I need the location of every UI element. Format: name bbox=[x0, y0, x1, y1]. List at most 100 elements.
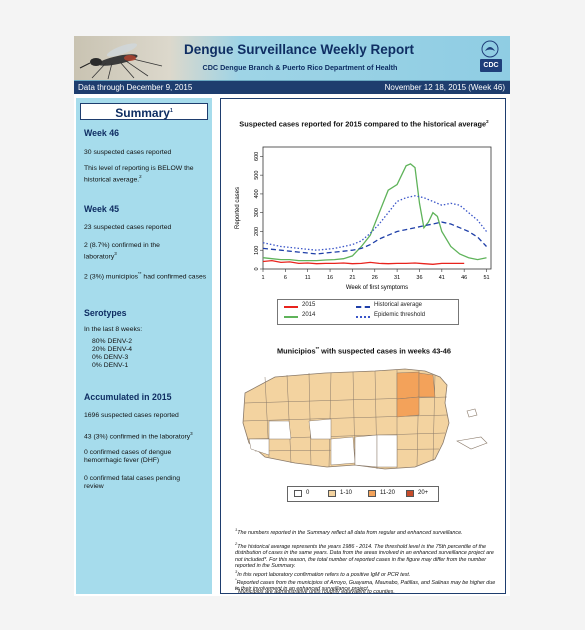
summary-title-text: Summary bbox=[115, 106, 170, 120]
week45-municipios-text-a: 2 (3%) municipios bbox=[84, 273, 139, 281]
footnote-5: **Municipios are administrative units ro… bbox=[235, 586, 497, 595]
footnote-1-text: The numbers reported in the Summary refl… bbox=[237, 529, 463, 536]
puerto-rico-municipios-map bbox=[242, 368, 488, 470]
legend-swatch-2015 bbox=[284, 306, 298, 308]
week45-cases: 23 suspected cases reported bbox=[84, 224, 172, 231]
footnote-5-text: Municipios are administrative units roug… bbox=[238, 588, 395, 595]
x-tick-label: 11 bbox=[305, 275, 311, 281]
week45-municipios-sup: ** bbox=[138, 271, 142, 276]
map-title: Municipios** with suspected cases in wee… bbox=[227, 346, 501, 355]
chart-legend: 2015 2014 Historical average Epidemic th… bbox=[277, 299, 459, 325]
date-bar: Data through December 9, 2015 November 1… bbox=[74, 81, 510, 94]
footnote-3-text: In this report laboratory confirmation r… bbox=[237, 571, 411, 578]
serotype-item: 80% DENV-2 bbox=[92, 338, 133, 345]
summary-title-sup: 1 bbox=[169, 108, 173, 114]
accumulated-confirmed-sup: 3 bbox=[190, 431, 193, 436]
report-subtitle: CDC Dengue Branch & Puerto Rico Departme… bbox=[202, 63, 398, 72]
series-line-1 bbox=[262, 259, 465, 265]
map-mid-municipios bbox=[396, 371, 436, 418]
x-tick-label: 16 bbox=[327, 275, 333, 281]
summary-title: Summary1 bbox=[80, 103, 208, 120]
map-legend-swatch-20plus bbox=[406, 490, 414, 497]
chart-title: Suspected cases reported for 2015 compar… bbox=[227, 117, 501, 128]
legend-label-2014: 2014 bbox=[302, 312, 316, 318]
footnote-1: 1The numbers reported in the Summary ref… bbox=[235, 527, 497, 536]
legend-label-threshold: Epidemic threshold bbox=[374, 312, 426, 318]
hhs-eagle-icon bbox=[481, 40, 499, 58]
y-tick-label: 200 bbox=[254, 227, 260, 236]
footnote-3-sup: 3 bbox=[235, 569, 238, 574]
x-tick-label: 31 bbox=[394, 275, 400, 281]
map-legend-label-20plus: 20+ bbox=[418, 490, 429, 496]
x-tick-label: 21 bbox=[349, 275, 355, 281]
x-tick-label: 1 bbox=[261, 275, 264, 281]
data-through-date: Data through December 9, 2015 bbox=[78, 83, 193, 92]
accumulated-confirmed: 43 (3%) confirmed in the laboratory3 bbox=[84, 430, 208, 441]
map-title-rest: with suspected cases in weeks 43-46 bbox=[319, 346, 451, 356]
map-title-sup: ** bbox=[315, 346, 320, 351]
main-panel: Suspected cases reported for 2015 compar… bbox=[220, 98, 506, 595]
legend-swatch-historical bbox=[356, 306, 370, 308]
x-tick-label: 6 bbox=[284, 275, 287, 281]
legend-label-2015: 2015 bbox=[302, 302, 316, 308]
x-tick-label: 36 bbox=[416, 275, 422, 281]
serotypes-intro: In the last 8 weeks: bbox=[84, 326, 143, 333]
chart-title-sup: 2 bbox=[486, 119, 489, 124]
footnote-1-sup: 1 bbox=[235, 527, 238, 532]
report-week-range: November 12 18, 2015 (Week 46) bbox=[384, 83, 505, 92]
map-legend-swatch-11-20 bbox=[368, 490, 376, 497]
y-tick-label: 300 bbox=[254, 208, 260, 217]
week45-heading: Week 45 bbox=[84, 204, 120, 214]
week46-heading: Week 46 bbox=[84, 128, 120, 138]
y-tick-label: 0 bbox=[254, 267, 260, 270]
serotype-item: 0% DENV-1 bbox=[92, 362, 129, 369]
map-title-text: Municipios bbox=[277, 346, 316, 356]
x-tick-label: 46 bbox=[461, 275, 467, 281]
summary-sidebar: Summary1 Week 46 30 suspected cases repo… bbox=[76, 98, 212, 594]
week46-level-text: This level of reporting is BELOW the his… bbox=[84, 165, 194, 184]
map-zero-municipios bbox=[248, 418, 398, 468]
map-legend: 0 1-10 11-20 20+ bbox=[287, 486, 439, 502]
y-axis-label: Reported cases bbox=[235, 187, 241, 229]
y-tick-label: 500 bbox=[254, 171, 260, 180]
report-title: Dengue Surveillance Weekly Report bbox=[183, 42, 415, 57]
footnote-4-sup: * bbox=[235, 577, 237, 582]
accumulated-fatal: 0 confirmed fatal cases pending review bbox=[84, 475, 180, 491]
week45-confirmed-text: 2 (8.7%) confirmed in the laboratory bbox=[84, 242, 160, 261]
map-legend-label-0: 0 bbox=[306, 490, 310, 496]
week45-municipios-text-b: had confirmed cases bbox=[141, 273, 207, 281]
chart-title-text: Suspected cases reported for 2015 compar… bbox=[239, 119, 487, 129]
map-legend-label-11-20: 11-20 bbox=[380, 490, 395, 496]
week45-confirmed: 2 (8.7%) confirmed in the laboratory3 bbox=[84, 242, 194, 262]
footnote-5-sup: ** bbox=[235, 586, 239, 591]
report-banner: Dengue Surveillance Weekly Report CDC De… bbox=[74, 36, 510, 81]
footnote-4-text: Reported cases from the municipios of Ar… bbox=[235, 579, 496, 593]
map-vieques bbox=[456, 436, 488, 450]
x-tick-label: 26 bbox=[372, 275, 378, 281]
footnote-3: 3In this report laboratory confirmation … bbox=[235, 569, 497, 578]
serotypes-heading: Serotypes bbox=[84, 308, 127, 318]
mosquito-icon bbox=[79, 43, 163, 80]
week45-confirmed-sup: 3 bbox=[114, 251, 117, 257]
accumulated-dhf: 0 confirmed cases of dengue hemorrhagic … bbox=[84, 449, 172, 465]
week46-level: This level of reporting is BELOW the his… bbox=[84, 165, 208, 185]
map-culebra bbox=[466, 408, 478, 418]
map-legend-swatch-0 bbox=[294, 490, 302, 497]
map-legend-swatch-1-10 bbox=[328, 490, 336, 497]
serotype-item: 0% DENV-3 bbox=[92, 354, 129, 361]
footnote-2: 2The historical average represents the y… bbox=[235, 541, 497, 569]
accumulated-suspected: 1696 suspected cases reported bbox=[84, 412, 179, 419]
footnote-4: *Reported cases from the municipios of A… bbox=[235, 577, 497, 593]
report-page: Dengue Surveillance Weekly Report CDC De… bbox=[74, 36, 510, 596]
y-tick-label: 100 bbox=[254, 246, 260, 255]
serotype-item: 20% DENV-4 bbox=[92, 346, 133, 353]
legend-label-historical: Historical average bbox=[374, 302, 423, 308]
x-tick-label: 51 bbox=[483, 275, 489, 281]
accumulated-confirmed-text: 43 (3%) confirmed in the laboratory bbox=[84, 433, 191, 441]
cdc-logo: CDC bbox=[480, 59, 502, 72]
week46-cases: 30 suspected cases reported bbox=[84, 149, 172, 156]
footnote-2-sup: 2 bbox=[235, 541, 238, 546]
x-tick-label: 41 bbox=[439, 275, 445, 281]
y-tick-label: 400 bbox=[254, 189, 260, 198]
week46-level-sup: 2 bbox=[139, 174, 142, 180]
